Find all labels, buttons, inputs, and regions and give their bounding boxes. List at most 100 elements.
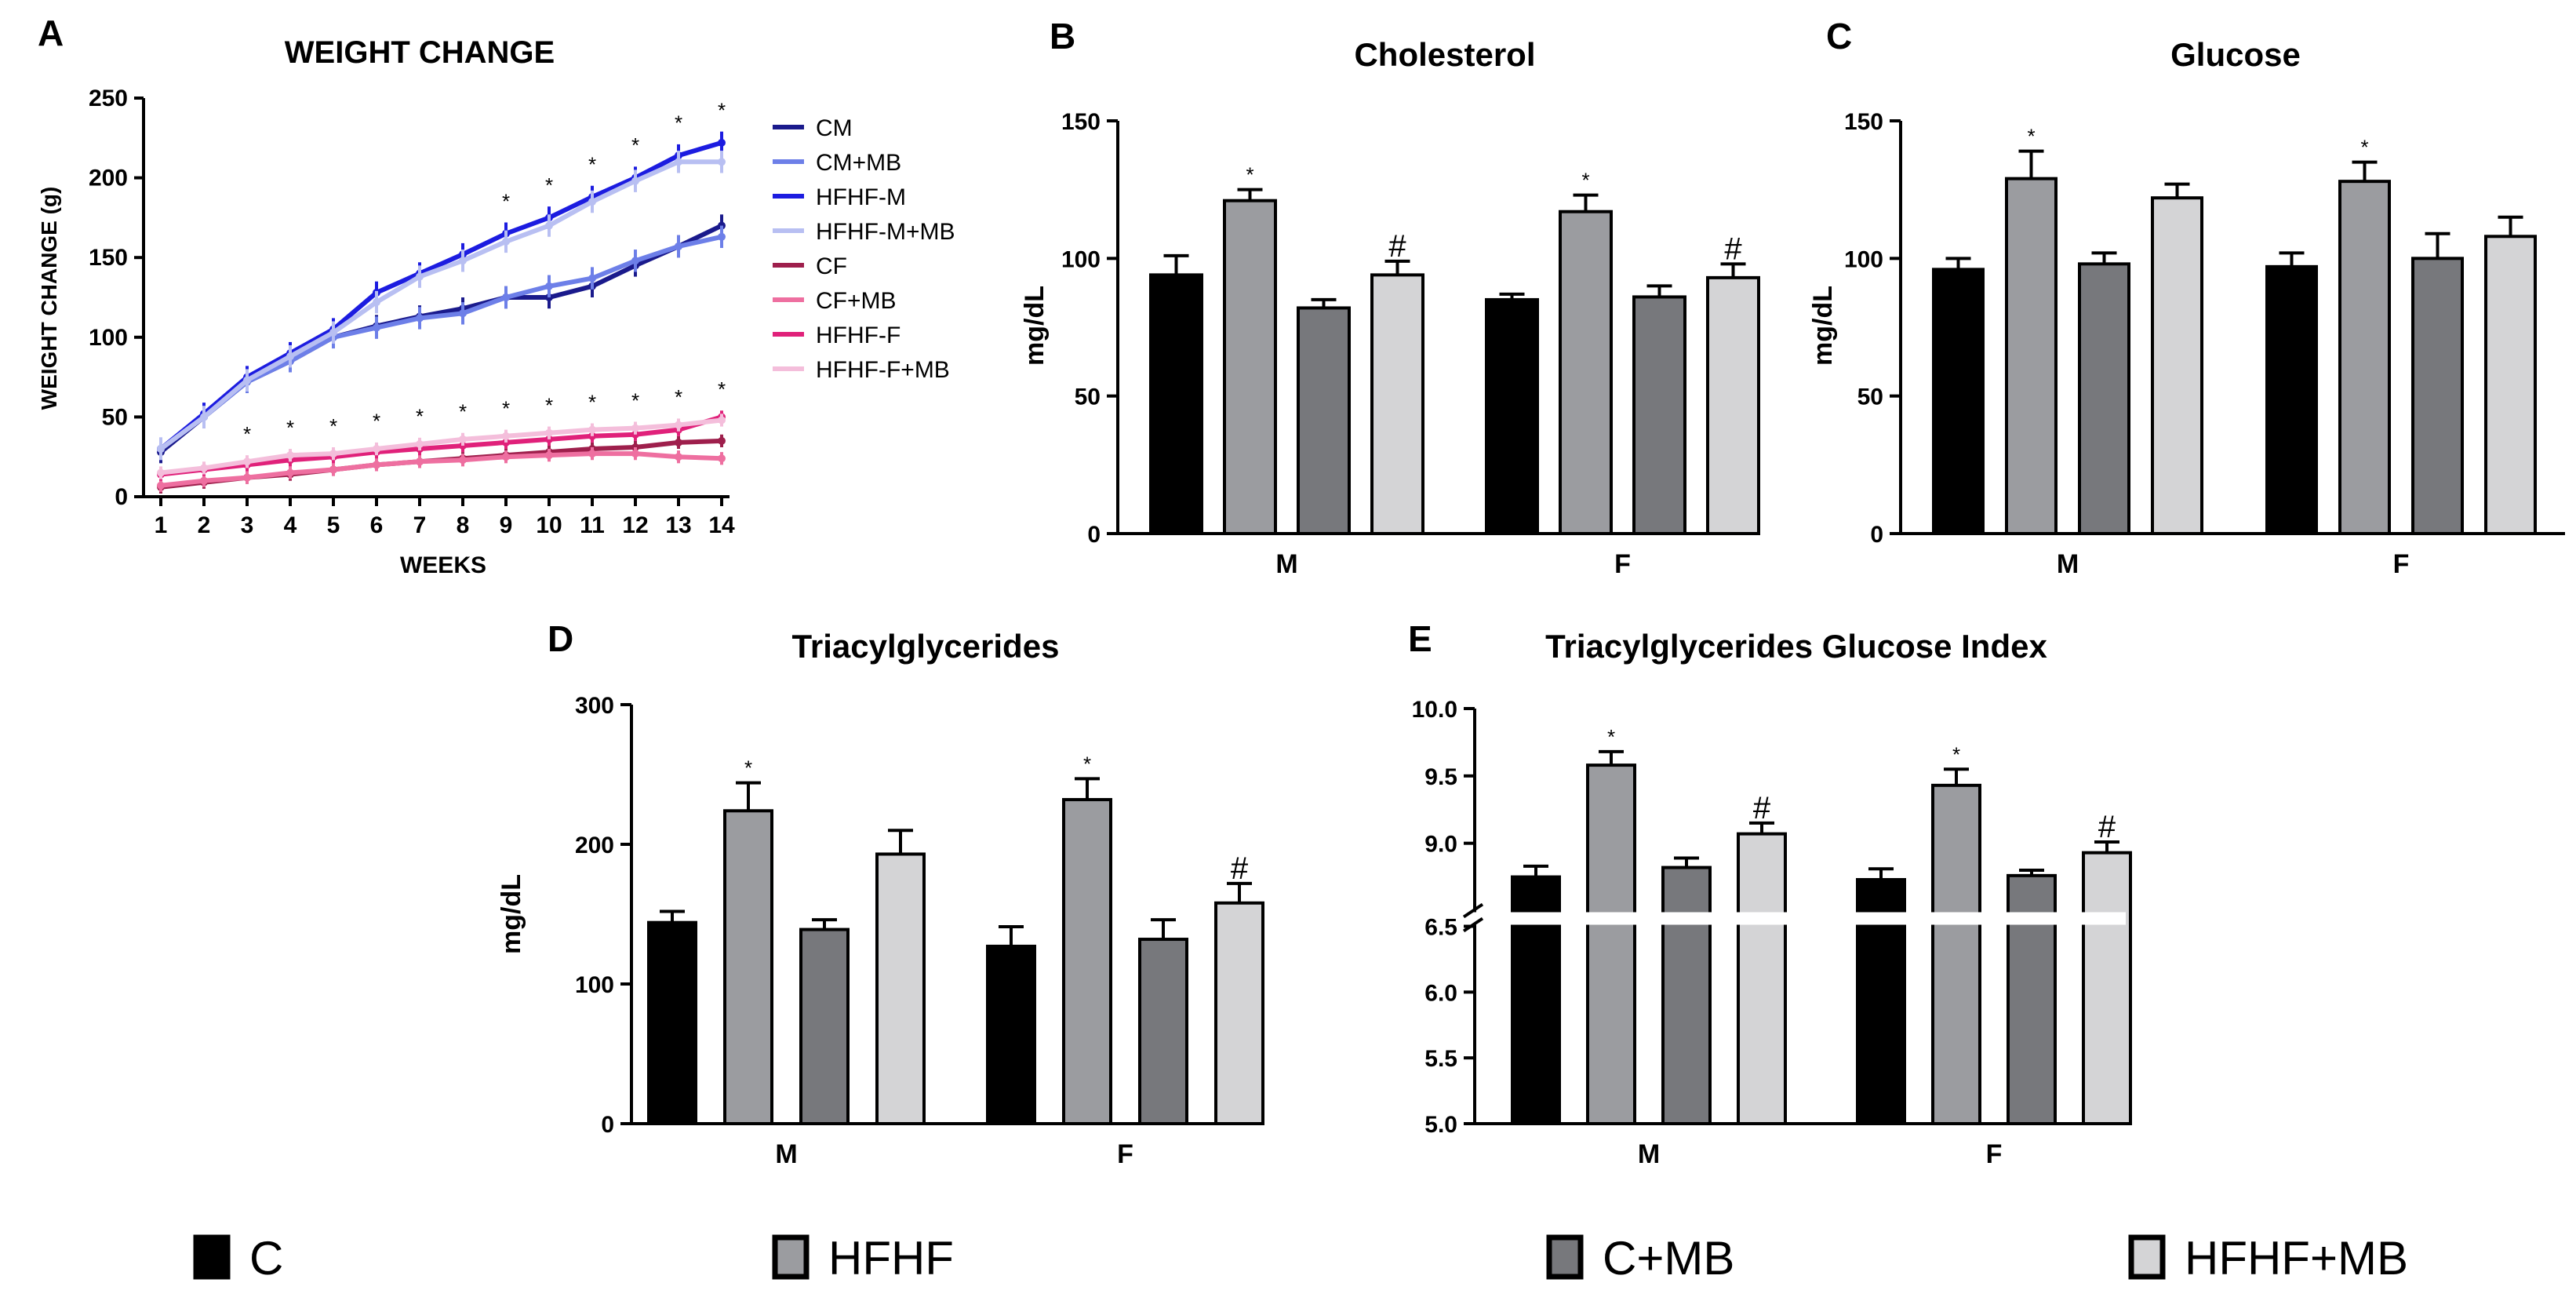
y-tick-label: 5.5	[1424, 1046, 1457, 1072]
legend-swatch	[193, 1234, 231, 1280]
category-label: F	[1986, 1139, 2003, 1169]
panel-letter: B	[1050, 16, 1075, 56]
legend-swatch	[2128, 1234, 2166, 1280]
significance-star: *	[744, 756, 752, 780]
data-point	[286, 468, 294, 477]
legend-label: CM+MB	[816, 150, 901, 176]
significance-star: *	[286, 416, 294, 439]
data-point	[588, 425, 596, 434]
panel-d-triacylglycerides: D Triacylglycerides 0 100 200 300 mg/dL * M * # F	[497, 618, 1264, 1169]
y-tick-label: 100	[89, 325, 128, 351]
data-point	[243, 457, 251, 466]
x-tick-label: 9	[500, 512, 513, 538]
bar	[2151, 196, 2203, 535]
significance-star: *	[416, 405, 424, 428]
significance-star: *	[373, 410, 380, 433]
chart-title: Cholesterol	[1354, 36, 1535, 73]
y-tick-label: 250	[89, 86, 128, 111]
bar	[2411, 257, 2464, 535]
chart-title: WEIGHT CHANGE	[285, 35, 555, 70]
legend-label: C+MB	[1603, 1232, 1734, 1285]
y-tick-label: 100	[1061, 246, 1101, 272]
bar	[1632, 295, 1686, 535]
y-tick-label: 0	[1087, 522, 1101, 548]
bottom-legend: C HFHF C+MB HFHF+MB	[193, 1232, 2408, 1285]
bar	[1706, 275, 1760, 535]
panel-letter: D	[548, 618, 573, 659]
data-point	[718, 416, 726, 425]
data-point	[329, 328, 337, 337]
significance-star: *	[1952, 742, 1960, 766]
y-tick-label: 9.5	[1424, 764, 1457, 790]
bar	[799, 927, 850, 1125]
data-point	[588, 450, 596, 458]
bar	[1737, 832, 1787, 1126]
x-axis-label: WEEKS	[400, 552, 486, 578]
legend-label: CF+MB	[816, 288, 897, 314]
bar	[1370, 273, 1424, 535]
data-point	[157, 468, 165, 477]
significance-star: *	[545, 173, 553, 197]
y-tick-label: 150	[1844, 109, 1883, 135]
x-tick-label: 12	[622, 512, 648, 538]
significance-star: *	[1607, 725, 1615, 749]
significance-star: *	[2027, 125, 2035, 148]
data-point	[157, 445, 165, 454]
significance-star: *	[502, 396, 510, 420]
y-axis-label: mg/dL	[1020, 286, 1050, 366]
significance-star: *	[459, 400, 467, 424]
data-point	[329, 450, 337, 458]
legend-label: HFHF	[828, 1232, 954, 1285]
y-tick-label: 0	[1870, 522, 1883, 548]
y-tick-label: 150	[89, 245, 128, 271]
significance-star: *	[1581, 169, 1589, 192]
data-point	[459, 257, 467, 265]
panel-c-glucose: C Glucose 0 50 100 150 mg/dL * M * F	[1808, 16, 2565, 579]
y-tick-label: 100	[1844, 246, 1883, 272]
chart-title: Triacylglycerides Glucose Index	[1545, 628, 2047, 665]
data-point	[329, 465, 337, 474]
bar	[986, 944, 1036, 1125]
series-line	[160, 414, 722, 477]
category-label: M	[2057, 549, 2079, 579]
y-axis-label: mg/dL	[1808, 286, 1838, 366]
bar	[1661, 866, 1712, 1125]
data-point	[243, 473, 251, 482]
bar	[1559, 210, 1613, 535]
series-line	[159, 140, 722, 451]
x-tick-label: 1	[155, 512, 168, 538]
data-point	[588, 198, 596, 206]
panel-letter: E	[1408, 618, 1432, 659]
significance-hash: #	[2098, 810, 2116, 844]
category-label: M	[1638, 1139, 1660, 1169]
significance-hash: #	[1724, 231, 1742, 266]
data-point	[416, 439, 424, 448]
data-point	[416, 314, 424, 323]
legend-label: HFHF-M+MB	[816, 219, 955, 245]
y-axis-label: mg/dL	[497, 874, 526, 954]
data-point	[631, 257, 639, 265]
significance-hash: #	[1231, 851, 1249, 886]
y-tick-label: 6.5	[1424, 915, 1457, 941]
data-point	[545, 221, 553, 230]
chart-title: Triacylglycerides	[792, 628, 1060, 665]
series-line	[160, 451, 722, 488]
significance-star: *	[1246, 163, 1253, 187]
series-line	[159, 159, 722, 451]
x-tick-label: 5	[327, 512, 340, 538]
x-tick-label: 11	[580, 512, 605, 538]
panel-b-cholesterol: B Cholesterol 0 50 100 150 mg/dL * # M * # F	[1020, 16, 1760, 579]
y-tick-label: 200	[89, 166, 128, 191]
data-point	[675, 421, 682, 429]
y-tick-label: 50	[102, 404, 128, 430]
significance-star: *	[588, 390, 596, 414]
y-tick-label: 10.0	[1412, 697, 1457, 723]
x-tick-label: 7	[413, 512, 427, 538]
category-label: F	[2393, 549, 2410, 579]
bar	[1214, 901, 1264, 1125]
data-point	[718, 454, 726, 463]
data-point	[631, 424, 639, 432]
y-tick-label: 50	[1857, 384, 1883, 410]
